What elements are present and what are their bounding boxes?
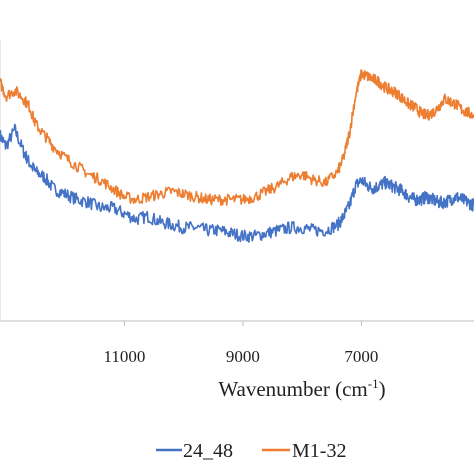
x-tick-label: 7000 (344, 347, 378, 366)
x-tick-label: 9000 (226, 347, 260, 366)
x-axis-title-text: Wavenumber (218, 377, 329, 401)
x-tick-labels: 11000 9000 7000 (103, 321, 378, 366)
x-axis-title: Wavenumber (cm-1) (218, 376, 385, 401)
series-line-24-48 (0, 123, 474, 243)
legend-label-24-48: 24_48 (183, 440, 233, 462)
legend: 24_48 M1-32 (156, 440, 346, 462)
x-axis-unit-exponent: -1 (368, 376, 379, 391)
series-layer (0, 69, 474, 243)
plot-area (0, 40, 474, 322)
legend-label-m1-32: M1-32 (292, 440, 346, 462)
series-line-m1-32 (0, 69, 474, 206)
x-axis-unit: cm (342, 377, 368, 401)
x-tick-label: 11000 (103, 347, 145, 366)
